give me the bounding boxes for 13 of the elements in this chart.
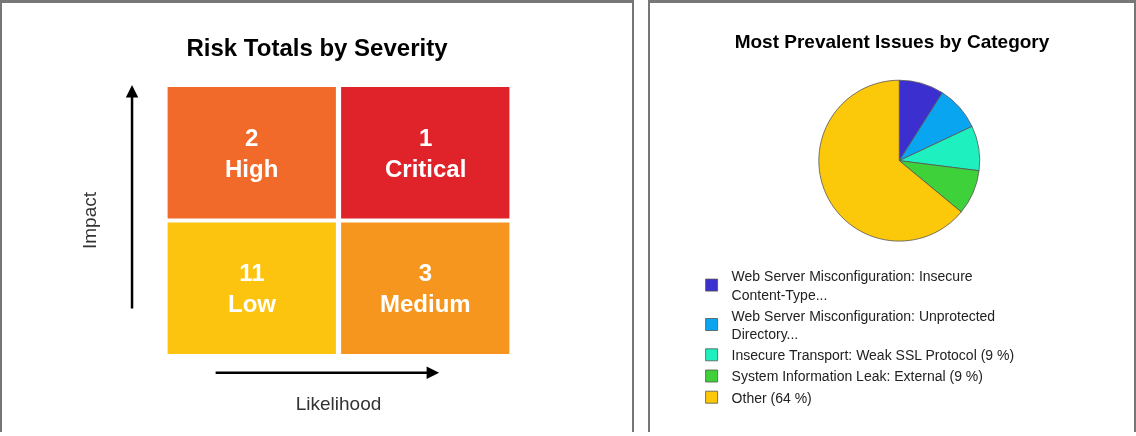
data-label: 11 Low <box>228 259 277 318</box>
data-label: 1 Critical <box>385 124 467 183</box>
data-label: 2 High <box>225 124 279 183</box>
y-axis-title: Impact <box>78 191 100 250</box>
legend-label: Other (64 %) <box>731 389 812 406</box>
legend-label: Web Server Misconfiguration: Insecure Content-Type... <box>731 268 973 303</box>
x-axis-title: Likelihood <box>295 392 382 414</box>
chart-title: Risk Totals by Severity <box>186 34 449 62</box>
legend-label: System Information Leak: External (9 %) <box>731 368 983 385</box>
legend-label: Insecure Transport: Weak SSL Protocol (9 %) <box>731 347 1015 364</box>
legend-label: Web Server Misconfiguration: Unprotected Directory... <box>731 307 996 343</box>
data-label: 3 Medium <box>380 259 471 318</box>
chart-title: Most Prevalent Issues by Category <box>734 30 1050 52</box>
